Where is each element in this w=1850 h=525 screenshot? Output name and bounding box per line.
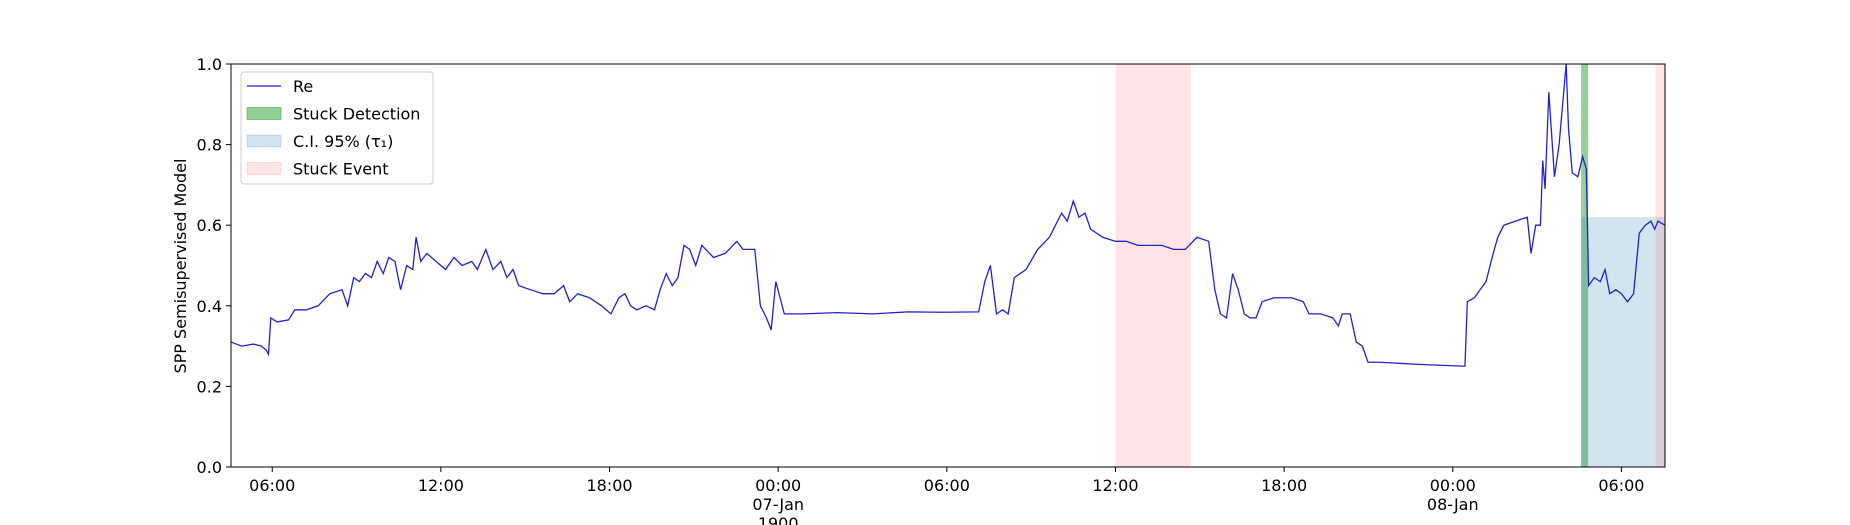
x-tick-label: 06:00 <box>924 476 970 495</box>
x-tick-label: 18:00 <box>1261 476 1307 495</box>
legend-swatch <box>246 107 282 120</box>
legend-swatch <box>246 134 282 148</box>
y-tick-label: 0.4 <box>197 297 222 316</box>
legend-label: Stuck Detection <box>293 105 420 124</box>
span <box>1115 64 1191 467</box>
x-tick-label: 12:00 <box>1092 476 1138 495</box>
span <box>1655 64 1665 467</box>
legend-label: Stuck Event <box>293 160 389 179</box>
span <box>1581 217 1665 467</box>
legend-label: C.I. 95% (τ₁) <box>293 132 393 151</box>
y-tick-label: 0.8 <box>197 136 222 155</box>
x-tick-label: 12:00 <box>418 476 464 495</box>
y-tick-label: 1.0 <box>197 55 222 74</box>
y-tick-label: 0.2 <box>197 377 222 396</box>
x-tick-label: 00:00 08-Jan <box>1427 476 1479 514</box>
legend-box <box>240 71 434 185</box>
legend: Re Stuck Detection C.I. 95% (τ₁) Stuck Even… <box>240 71 434 185</box>
y-tick-label: 0.6 <box>197 216 222 235</box>
legend-label: Re <box>293 77 313 96</box>
plot-frame <box>230 63 1666 468</box>
x-tick-label: 18:00 <box>586 476 632 495</box>
x-tick-label: 00:00 07-Jan 1900 <box>752 476 804 525</box>
x-tick-label: 06:00 <box>1598 476 1644 495</box>
x-tick-label: 06:00 <box>249 476 295 495</box>
legend-swatch <box>246 162 282 175</box>
y-tick-label: 0.0 <box>197 458 222 477</box>
line <box>230 63 1666 367</box>
span <box>1581 64 1589 467</box>
y-axis-label: SPP Semisupervised Model <box>171 159 190 374</box>
